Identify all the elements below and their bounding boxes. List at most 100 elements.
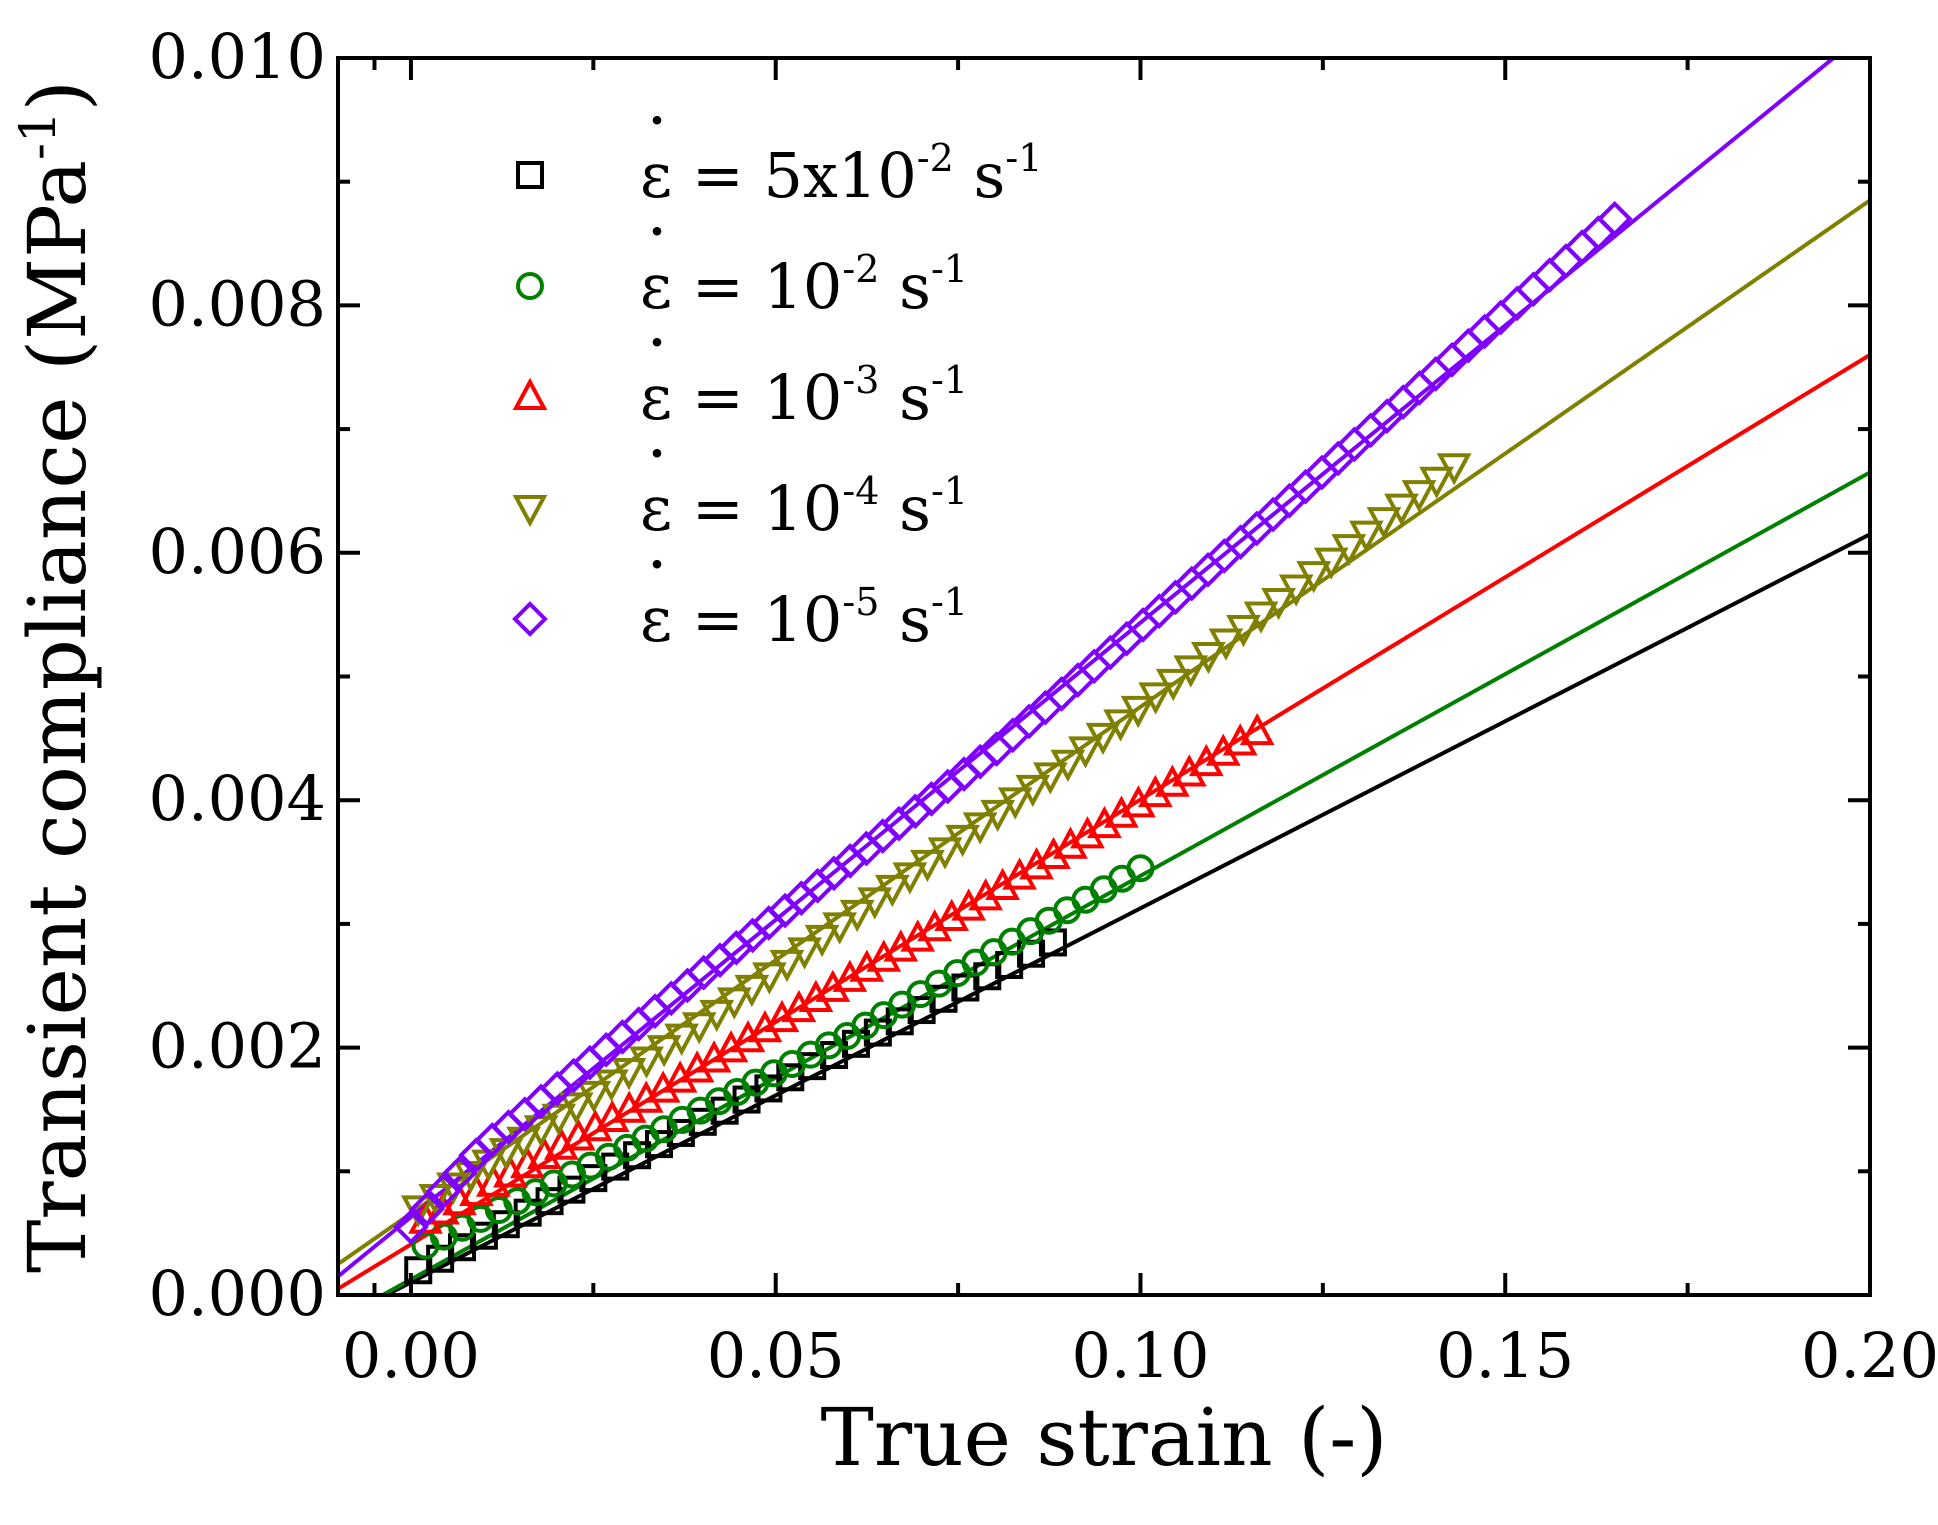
data-point — [441, 1155, 478, 1192]
legend-rate-dot: ˙ — [642, 108, 672, 178]
data-point — [883, 929, 919, 962]
fit-line — [378, 470, 1870, 1295]
data-point — [1261, 588, 1296, 621]
data-point — [628, 1080, 664, 1113]
x-tick-label: 0.20 — [1801, 1319, 1938, 1392]
data-point — [1108, 620, 1145, 657]
data-point — [769, 949, 805, 983]
data-point — [1226, 614, 1261, 648]
data-point — [1352, 412, 1389, 449]
data-point — [980, 799, 1016, 833]
data-point — [917, 909, 953, 942]
data-point — [1222, 723, 1258, 756]
legend-marker — [516, 272, 544, 300]
data-point — [1531, 257, 1568, 294]
data-point — [1138, 774, 1173, 808]
y-tick-label: 0.008 — [149, 267, 327, 340]
x-axis-title: True strain (-) — [820, 1391, 1387, 1484]
data-point — [1126, 854, 1155, 883]
data-point — [611, 1090, 647, 1123]
data-point — [1138, 682, 1174, 715]
data-point — [393, 1209, 429, 1245]
x-axis-title-text: True strain (-) — [820, 1391, 1387, 1484]
data-point — [664, 1023, 699, 1056]
data-point — [934, 898, 970, 931]
data-point — [629, 1046, 664, 1079]
data-point — [1087, 805, 1122, 839]
data-point — [1401, 480, 1437, 513]
data-point — [646, 1035, 682, 1068]
data-point — [1171, 754, 1207, 787]
x-tick-label: 0.00 — [342, 1319, 480, 1392]
data-point — [1419, 466, 1454, 499]
legend-label: ε = 5x10-2 s-1 — [640, 136, 1042, 212]
data-point — [594, 1069, 629, 1102]
data-point — [702, 942, 738, 979]
data-point — [1331, 534, 1367, 567]
data-point — [713, 1030, 749, 1063]
data-point — [1313, 547, 1349, 580]
legend-item: ˙ε = 10-4 s-1 — [512, 441, 968, 545]
data-point — [1076, 648, 1112, 685]
data-point — [1050, 749, 1086, 783]
legend-item: ˙ε = 10-5 s-1 — [512, 552, 968, 656]
legend-label: ε = 10-4 s-1 — [640, 469, 968, 545]
legend-rate-dot: ˙ — [642, 219, 672, 289]
data-point — [897, 793, 934, 830]
data-point — [679, 1050, 715, 1083]
data-point — [541, 1103, 577, 1137]
data-point — [1103, 709, 1138, 742]
data-point — [857, 887, 893, 920]
fit-line — [338, 353, 1870, 1291]
legend-rate-dot: ˙ — [642, 441, 672, 511]
x-tick-label: 0.05 — [707, 1319, 845, 1392]
axis-tick-labels: 0.00 0.05 0.10 0.15 0.20 0.000 0.002 0.004 0.006… — [149, 20, 1938, 1392]
data-point — [1191, 641, 1226, 675]
data-point — [752, 962, 787, 995]
data-point — [1019, 847, 1054, 880]
legend-rate-dot: ˙ — [642, 330, 672, 400]
data-point — [787, 937, 822, 970]
data-point — [730, 1020, 766, 1053]
legend-label: ε = 10-5 s-1 — [640, 580, 968, 656]
data-point — [945, 824, 980, 858]
y-tick-label: 0.006 — [149, 515, 327, 588]
data-point — [1053, 826, 1088, 859]
data-point — [1205, 733, 1241, 766]
data-point — [425, 1173, 462, 1209]
legend-item: ˙ε = 5x10-2 s-1 — [516, 108, 1042, 212]
legend-label: ε = 10-2 s-1 — [640, 247, 968, 323]
data-point — [1548, 243, 1584, 279]
data-point — [1121, 785, 1156, 818]
data-point — [699, 999, 735, 1033]
axis-ticks — [338, 56, 1872, 1297]
data-point — [1436, 453, 1472, 486]
data-point — [804, 924, 840, 958]
data-point — [1092, 634, 1129, 671]
data-point — [962, 812, 998, 845]
data-point — [1188, 743, 1224, 777]
data-point — [1085, 722, 1121, 756]
data-point — [985, 867, 1020, 901]
marker-series — [408, 712, 1275, 1234]
fit-lines — [338, 58, 1870, 1295]
data-point — [1173, 655, 1209, 688]
data-point — [1208, 628, 1244, 661]
data-point — [716, 987, 752, 1020]
data-point — [681, 1012, 717, 1045]
data-point — [1278, 574, 1314, 607]
data-point — [1384, 493, 1419, 526]
data-point — [1154, 764, 1190, 797]
data-point — [798, 979, 834, 1013]
data-point — [927, 837, 963, 870]
data-point — [611, 1058, 647, 1091]
x-tick-label: 0.10 — [1071, 1319, 1209, 1392]
plot-frame — [336, 56, 1872, 1297]
data-point — [1564, 229, 1600, 265]
data-point — [1515, 271, 1552, 308]
data-point — [822, 912, 857, 945]
legend-item: ˙ε = 10-2 s-1 — [516, 219, 968, 323]
marker-series — [393, 200, 1633, 1245]
legend-marker — [516, 161, 544, 189]
data-point — [1155, 668, 1191, 702]
